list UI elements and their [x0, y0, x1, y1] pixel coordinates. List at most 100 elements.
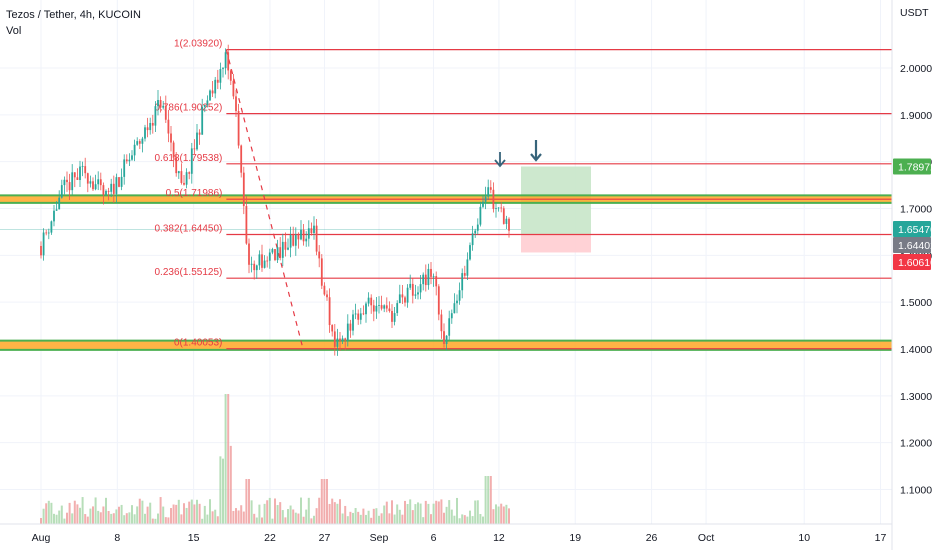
annotations: [494, 140, 542, 168]
volume-bar: [479, 514, 482, 524]
candle-body: [180, 171, 183, 183]
candle-body: [331, 325, 334, 332]
volume-bar: [141, 500, 144, 524]
volume-bar: [279, 502, 282, 524]
time-axis-tick: 27: [319, 532, 331, 544]
candle-body: [391, 311, 393, 322]
candle-body: [227, 52, 230, 71]
fib-level-label: 0.236(1.55125): [155, 267, 223, 278]
volume-bar: [172, 504, 175, 524]
candle-body: [172, 142, 175, 158]
candle-body: [328, 297, 331, 326]
price-tag-stop: [893, 254, 931, 270]
candle-body: [232, 80, 235, 97]
price-axis-tick: 1.30000: [900, 391, 932, 403]
candle-body: [370, 297, 373, 306]
candle-body: [164, 105, 167, 120]
candle-body: [411, 283, 414, 296]
candle-body: [133, 144, 136, 156]
candle-body: [469, 245, 471, 260]
time-axis-tick: Oct: [698, 532, 714, 544]
price-axis[interactable]: 2.000001.900001.800001.700001.600001.500…: [900, 63, 932, 496]
time-axis[interactable]: Aug 8 15 22 27 Sep 6 12 19 26 Oct 10 17: [32, 532, 887, 544]
candle-body: [235, 96, 237, 112]
volume-bar: [167, 517, 170, 524]
volume-bar: [248, 479, 250, 524]
volume-bar: [404, 500, 406, 524]
volume-bar: [237, 510, 240, 524]
candle-body: [487, 187, 490, 197]
candle-body: [289, 234, 292, 248]
candle-body: [354, 313, 357, 315]
volume-bar: [370, 517, 373, 524]
volume-bar: [302, 516, 305, 524]
candle-body: [99, 179, 102, 186]
volume-label: Vol: [6, 25, 21, 37]
volume-bar: [216, 516, 219, 524]
volume-bar: [487, 476, 490, 524]
volume-bar: [97, 510, 100, 524]
candle-body: [310, 228, 313, 233]
volume-bar: [336, 503, 339, 524]
volume-bar: [359, 514, 362, 524]
volume-bar: [47, 500, 50, 524]
price-axis-tick: 1.50000: [900, 297, 932, 309]
candle-body: [175, 157, 178, 174]
volume-bar: [73, 500, 76, 524]
candle-body: [502, 208, 505, 224]
volume-bar: [222, 458, 224, 524]
candle-body: [385, 305, 388, 309]
volume-bar: [331, 498, 334, 524]
candle-body: [274, 249, 276, 261]
volume-bar: [300, 497, 302, 524]
candle-body: [463, 273, 466, 276]
volume-bar: [287, 509, 289, 524]
candle-body: [162, 105, 165, 108]
volume-bar: [469, 510, 471, 524]
candle-body: [492, 189, 495, 209]
volume-bar: [352, 512, 354, 524]
candle-body: [120, 176, 123, 187]
price-axis-tick: 1.70000: [900, 203, 932, 215]
candle-body: [216, 79, 219, 83]
volume-bar: [53, 513, 55, 524]
candle-body: [107, 190, 110, 192]
candle-body: [404, 297, 406, 303]
volume-bar: [105, 497, 107, 524]
volume-bars: [40, 394, 510, 524]
volume-bar: [180, 514, 183, 524]
candle-body: [357, 313, 360, 320]
volume-bar: [349, 511, 352, 524]
volume-bar: [193, 504, 196, 524]
candle-body: [47, 232, 50, 234]
candle-body: [214, 79, 217, 94]
candle-body: [71, 172, 74, 191]
candle-body: [224, 52, 227, 69]
candle-body: [128, 159, 131, 162]
candle-body: [398, 294, 401, 304]
candle-body: [284, 241, 287, 250]
candle-body: [258, 254, 261, 266]
candle-body: [440, 314, 443, 332]
candle-body: [185, 172, 188, 185]
volume-bar: [430, 514, 432, 524]
volume-bar: [203, 505, 206, 524]
candle-body: [344, 338, 347, 341]
volume-bar: [276, 505, 279, 524]
candle-body: [102, 185, 105, 195]
volume-bar: [435, 500, 438, 524]
candle-body: [409, 283, 412, 288]
candle-body: [53, 210, 55, 222]
volume-bar: [177, 499, 180, 524]
time-axis-tick: 15: [188, 532, 200, 544]
volume-bar: [157, 513, 159, 524]
candle-body: [271, 249, 274, 253]
candle-body: [372, 305, 375, 312]
volume-bar: [190, 499, 193, 524]
price-axis-tick: 2.00000: [900, 63, 932, 75]
candle-body: [424, 274, 427, 286]
candle-body: [219, 69, 222, 83]
volume-bar: [440, 499, 443, 524]
volume-bar: [297, 513, 300, 524]
